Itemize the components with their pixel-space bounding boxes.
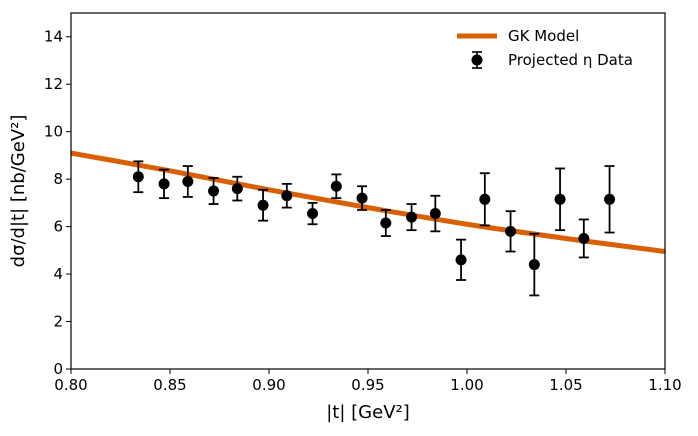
data-point xyxy=(604,165,616,234)
x-tick-label: 1.00 xyxy=(450,376,483,394)
x-axis-label: |t| [GeV²] xyxy=(326,402,410,423)
legend-box xyxy=(448,20,658,78)
data-point xyxy=(406,203,418,232)
data-point xyxy=(231,175,243,202)
y-tick-label: 8 xyxy=(53,170,63,188)
data-marker xyxy=(257,199,269,211)
data-marker xyxy=(554,193,566,205)
legend-label-gk-model: GK Model xyxy=(508,27,579,45)
data-marker xyxy=(505,225,517,237)
data-marker xyxy=(479,193,491,205)
data-marker xyxy=(455,254,467,266)
data-point xyxy=(479,172,491,227)
data-point xyxy=(132,160,144,194)
data-marker xyxy=(429,208,441,220)
legend-swatch-data-point xyxy=(471,54,483,66)
data-marker xyxy=(406,211,418,223)
axes-frame xyxy=(70,12,666,370)
data-marker xyxy=(231,183,243,195)
data-point xyxy=(554,167,566,232)
y-tick-label: 14 xyxy=(44,28,63,46)
data-marker xyxy=(528,259,540,271)
x-tick-label: 1.05 xyxy=(549,376,582,394)
legend-label-projected-data: Projected η Data xyxy=(508,51,633,69)
data-point xyxy=(455,238,467,281)
data-point xyxy=(578,218,590,259)
data-point xyxy=(429,194,441,233)
data-marker xyxy=(604,193,616,205)
data-marker xyxy=(380,217,392,229)
data-point xyxy=(257,188,269,222)
data-point xyxy=(528,232,540,297)
data-marker xyxy=(182,176,194,188)
gk-model-line xyxy=(71,150,665,254)
data-marker xyxy=(578,232,590,244)
plot-area xyxy=(71,150,665,297)
axis-ticks: 0.80 0.85 0.90 0.95 1.00 1.05 1.10 0 2 4 6 8 10 12 14 xyxy=(44,28,682,394)
y-axis-label: dσ/d|t| [nb/GeV²] xyxy=(8,115,29,268)
x-tick-label: 0.85 xyxy=(153,376,186,394)
legend: GK Model Projected η Data xyxy=(448,20,658,78)
data-marker xyxy=(356,192,368,204)
data-point xyxy=(380,209,392,237)
y-tick-label: 12 xyxy=(44,75,63,93)
x-tick-label: 0.95 xyxy=(351,376,384,394)
data-point xyxy=(158,168,170,200)
data-marker xyxy=(330,180,342,192)
y-tick-label: 10 xyxy=(44,123,63,141)
y-tick-label: 0 xyxy=(53,360,63,378)
data-marker xyxy=(208,185,220,197)
x-tick-label: 0.90 xyxy=(252,376,285,394)
y-tick-label: 6 xyxy=(53,218,63,236)
data-marker xyxy=(132,171,144,183)
x-tick-label: 1.10 xyxy=(648,376,681,394)
data-point xyxy=(208,177,220,205)
data-marker xyxy=(307,208,319,220)
data-point xyxy=(281,182,293,209)
x-tick-label: 0.80 xyxy=(54,376,87,394)
data-marker xyxy=(158,178,170,190)
data-point xyxy=(505,210,517,253)
data-point xyxy=(356,185,368,211)
y-tick-label: 2 xyxy=(53,313,63,331)
data-marker xyxy=(281,190,293,202)
y-tick-label: 4 xyxy=(53,265,63,283)
data-point xyxy=(307,201,319,226)
data-point xyxy=(330,173,342,200)
data-point xyxy=(182,165,194,198)
